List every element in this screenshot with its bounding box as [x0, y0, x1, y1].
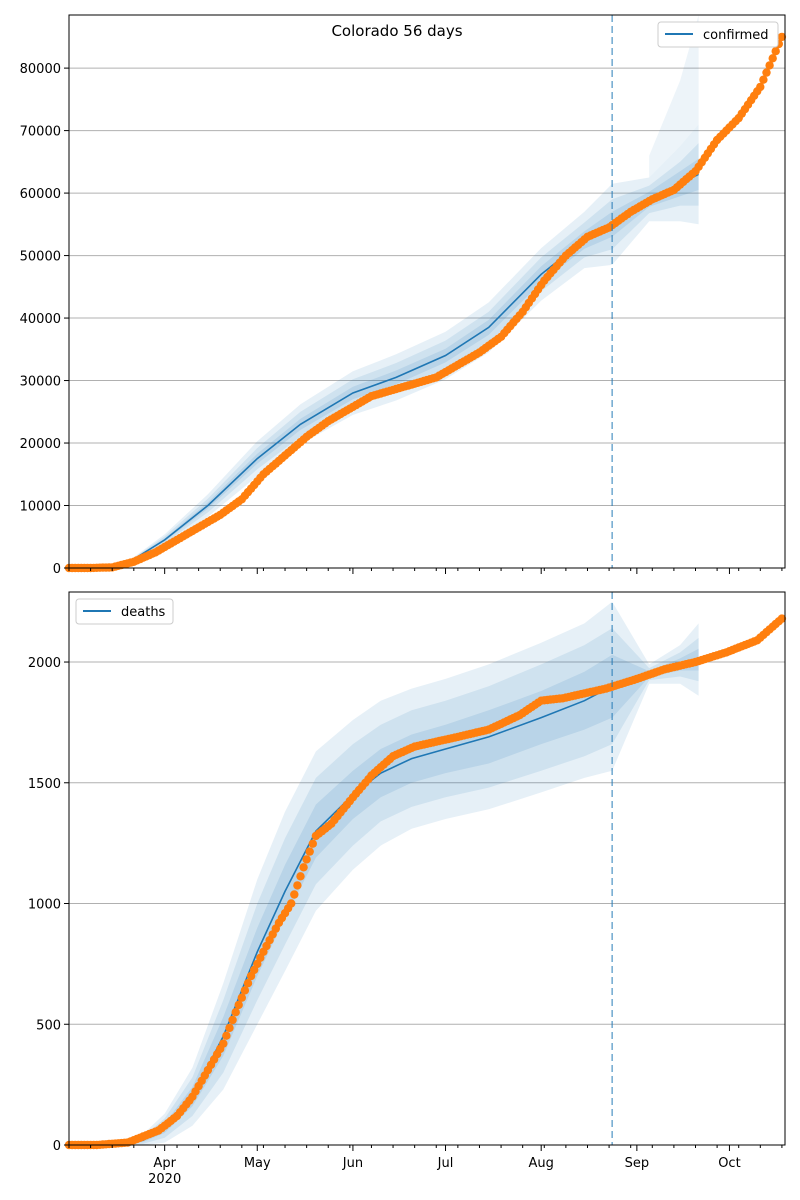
deaths-observed-point [287, 899, 296, 908]
confirmed-observed-point [777, 32, 787, 42]
x-tick-label: Oct [718, 1156, 740, 1171]
deaths-legend: deaths [75, 598, 174, 625]
deaths-band-1 [69, 601, 699, 1145]
confirmed-y-tick-label: 20000 [20, 437, 61, 452]
confirmed-panel: 0 10000 20000 30000 40000 50000 60000 70000 8000… [20, 14, 787, 577]
deaths-observed-point [219, 1039, 228, 1048]
confirmed-y-tick-label: 80000 [20, 62, 61, 77]
deaths-observed-point [299, 863, 308, 872]
deaths-observed-point [290, 890, 299, 899]
confirmed-observed-point [762, 68, 771, 77]
deaths-bands [69, 601, 699, 1145]
x-tick-label: Jul [437, 1156, 454, 1171]
confirmed-y-ticks: 0 10000 20000 30000 40000 50000 60000 70000 8000… [20, 62, 69, 577]
deaths-y-tick-label: 0 [53, 1139, 61, 1154]
confirmed-axes-frame [68, 14, 786, 569]
x-tick-label: Apr [153, 1156, 176, 1171]
deaths-observed-point [777, 614, 787, 623]
x-tick-label: Jun [342, 1156, 363, 1171]
confirmed-legend: confirmed [657, 21, 779, 48]
deaths-band-3 [69, 648, 699, 1145]
confirmed-observed-point [765, 61, 774, 70]
deaths-observed-point [243, 979, 253, 988]
deaths-observed-point [237, 993, 246, 1002]
deaths-observed-point [308, 839, 317, 848]
deaths-y-tick-label: 1500 [28, 777, 61, 792]
confirmed-band-3 [69, 158, 699, 568]
deaths-observed-point [231, 1008, 240, 1017]
confirmed-y-tick-label: 50000 [20, 250, 61, 265]
deaths-observed-point [240, 986, 250, 995]
confirmed-band-outer [649, 15, 699, 178]
deaths-observed-point [234, 1000, 243, 1010]
deaths-observed-point [225, 1023, 234, 1033]
deaths-observed-point [296, 872, 305, 881]
confirmed-y-tick-label: 0 [53, 562, 61, 577]
confirmed-legend-label: confirmed [703, 28, 769, 43]
confirmed-y-tick-label: 10000 [20, 500, 61, 515]
deaths-axes-frame [68, 591, 786, 1146]
deaths-observed-point [222, 1031, 231, 1040]
x-tick-label: Sep [625, 1156, 650, 1171]
deaths-band-2 [69, 628, 699, 1145]
deaths-legend-label: deaths [121, 605, 166, 620]
deaths-observed-point [305, 847, 314, 856]
deaths-y-ticks: 0 500 1000 1500 2000 [28, 656, 69, 1154]
confirmed-observed-point [759, 75, 768, 84]
x-tick-label: May [244, 1156, 271, 1171]
deaths-y-tick-label: 1000 [28, 898, 61, 913]
confirmed-y-tick-label: 60000 [20, 187, 61, 202]
confirmed-y-tick-label: 70000 [20, 125, 61, 140]
confirmed-observed-point [768, 54, 777, 63]
confirmed-observed-point [771, 47, 780, 56]
deaths-y-tick-label: 2000 [28, 656, 61, 671]
x-tick-year-label: 2020 [148, 1172, 181, 1187]
chart-title: Colorado 56 days [331, 22, 462, 40]
x-tick-label: Aug [528, 1156, 553, 1171]
confirmed-y-tick-label: 30000 [20, 375, 61, 390]
confirmed-bands [69, 15, 699, 569]
deaths-observed-points [64, 614, 787, 1150]
confirmed-observed-point [756, 82, 765, 92]
deaths-y-tick-label: 500 [36, 1018, 61, 1033]
deaths-observed-point [293, 881, 302, 890]
deaths-observed-point [302, 855, 311, 864]
deaths-observed-point [228, 1015, 237, 1025]
confirmed-legend-box [657, 21, 779, 48]
confirmed-x-ticks [68, 568, 783, 574]
deaths-legend-box [75, 598, 174, 625]
confirmed-y-tick-label: 40000 [20, 312, 61, 327]
